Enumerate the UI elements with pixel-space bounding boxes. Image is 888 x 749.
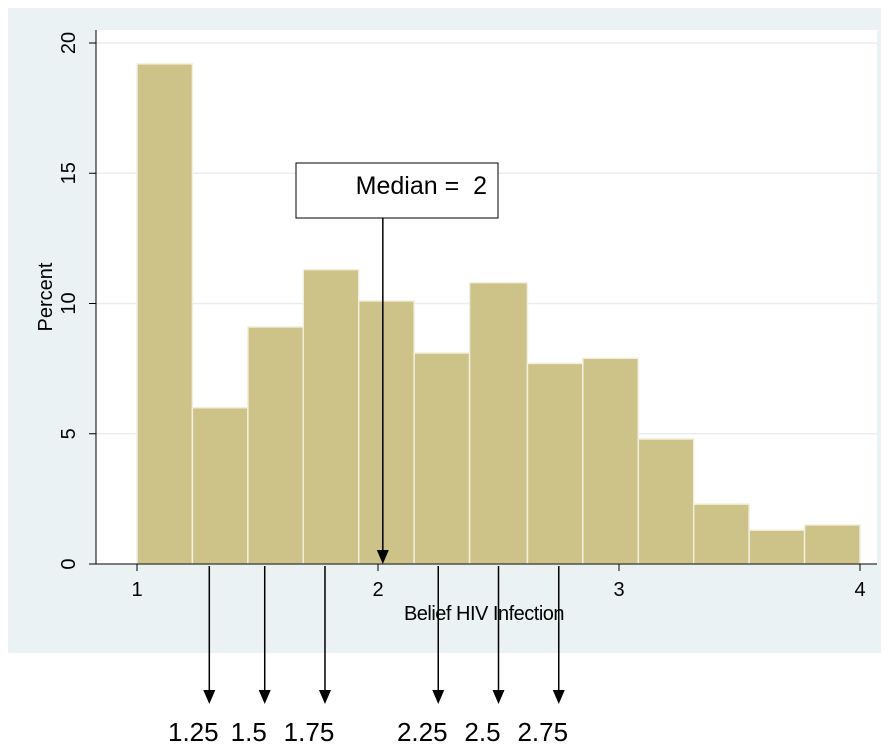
marker-arrow-head xyxy=(492,690,505,704)
histogram-bar xyxy=(247,326,305,565)
histogram-bar xyxy=(191,406,249,565)
histogram-bar xyxy=(468,281,529,565)
y-tick-label: 15 xyxy=(58,162,80,184)
histogram-bar xyxy=(582,357,640,565)
y-tick-label: 0 xyxy=(58,558,80,569)
histogram-bar xyxy=(357,300,415,565)
x-tick-label: 1 xyxy=(131,579,142,601)
histogram-bar xyxy=(302,268,360,565)
y-tick-label: 20 xyxy=(58,32,80,54)
y-tick-label: 5 xyxy=(58,428,80,439)
x-axis-label: Belief HIV Infection xyxy=(404,603,564,625)
histogram-bar xyxy=(413,352,471,565)
histogram-bar xyxy=(803,524,861,565)
histogram-bar xyxy=(748,529,806,565)
x-tick-label: 3 xyxy=(613,579,624,601)
marker-label: 1.25 xyxy=(168,717,219,747)
x-tick-label: 2 xyxy=(372,579,383,601)
marker-arrow-head xyxy=(318,690,331,704)
median-annotation-label: Median = 2 xyxy=(356,172,487,200)
histogram-bar xyxy=(692,503,750,565)
marker-arrow-head xyxy=(552,690,565,704)
marker-arrow-head xyxy=(203,690,216,704)
median-arrow-head xyxy=(376,550,389,564)
marker-arrow-head xyxy=(258,690,271,704)
marker-label: 2.25 xyxy=(397,717,448,747)
marker-label: 1.5 xyxy=(231,717,267,747)
marker-label: 2.5 xyxy=(464,717,500,747)
y-tick-label: 10 xyxy=(58,292,80,314)
histogram-bar xyxy=(526,362,584,565)
histogram-bar xyxy=(637,438,695,565)
marker-arrow-head xyxy=(432,690,445,704)
y-axis-label: Percent xyxy=(35,262,57,331)
marker-label: 2.75 xyxy=(517,717,568,747)
histogram-bar xyxy=(136,63,194,565)
median-annotation-box xyxy=(295,162,499,219)
marker-label: 1.75 xyxy=(284,717,335,747)
x-tick-label: 4 xyxy=(854,579,865,601)
